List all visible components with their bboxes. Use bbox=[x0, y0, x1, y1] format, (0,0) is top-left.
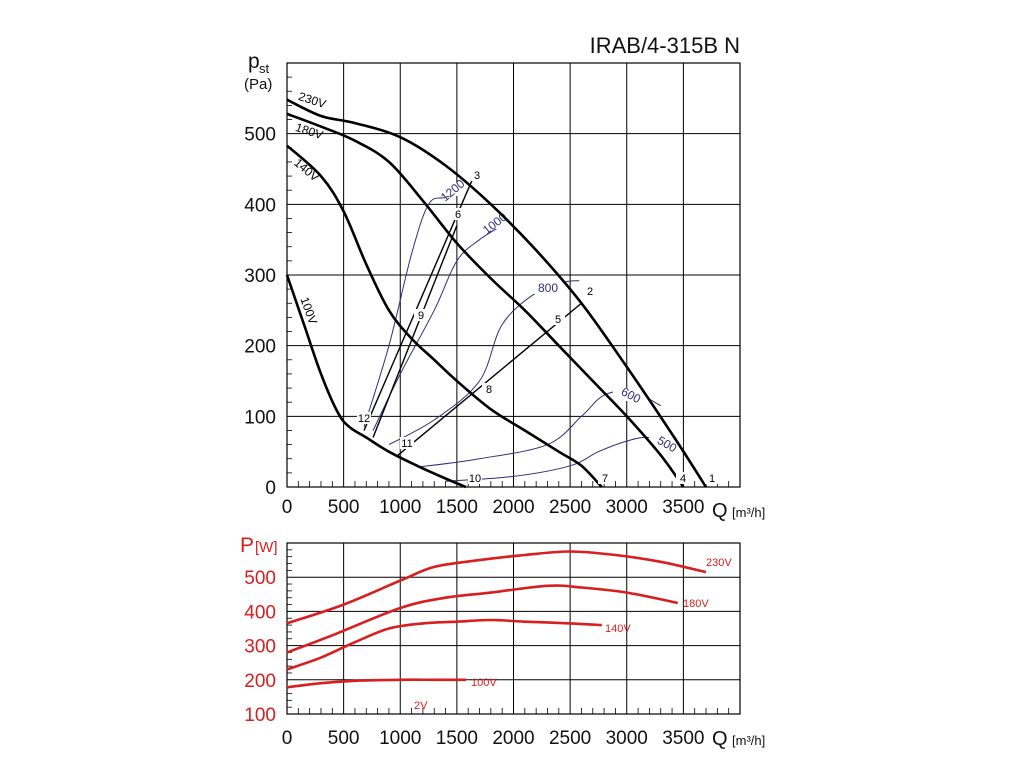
iso-line-1200 bbox=[363, 189, 469, 428]
power-label-140V: 140V bbox=[605, 623, 631, 635]
operating-line bbox=[372, 225, 458, 438]
fan-curve-100V bbox=[285, 274, 467, 489]
x-axis-label: Q bbox=[712, 500, 728, 522]
power-label-100V: 100V bbox=[471, 677, 497, 689]
power-note: 2V bbox=[414, 700, 428, 712]
point-label-bg bbox=[705, 472, 719, 484]
curve-label-140V: 140V bbox=[291, 156, 321, 185]
point-label-bg bbox=[482, 383, 496, 395]
y-tick-label: 100 bbox=[244, 407, 276, 428]
power-label-230V: 230V bbox=[706, 557, 732, 569]
x-tick-label: 1500 bbox=[436, 728, 478, 749]
y-axis-unit: (Pa) bbox=[244, 76, 272, 93]
y-axis-unit: [W] bbox=[255, 539, 278, 556]
curve-label-100V: 100V bbox=[297, 295, 320, 326]
power-label-180V: 180V bbox=[683, 598, 709, 610]
curve-label-180V: 180V bbox=[294, 120, 325, 142]
y-tick-label: 500 bbox=[244, 125, 276, 146]
x-tick-label: 3500 bbox=[662, 497, 704, 518]
point-label-bg bbox=[470, 169, 484, 181]
y-tick-label: 300 bbox=[244, 266, 276, 287]
y-axis-label: p bbox=[248, 50, 260, 73]
plot-frame bbox=[286, 542, 741, 715]
point-label-10: 10 bbox=[469, 473, 481, 485]
x-tick-label: 3000 bbox=[606, 497, 648, 518]
point-label-6: 6 bbox=[455, 209, 461, 221]
point-label-1: 1 bbox=[709, 473, 715, 485]
y-tick-label: 400 bbox=[244, 602, 276, 623]
point-label-11: 11 bbox=[401, 438, 412, 450]
x-tick-label: 0 bbox=[282, 728, 293, 749]
x-tick-label: 1000 bbox=[379, 497, 421, 518]
point-label-bg bbox=[551, 313, 565, 325]
power-curve-100V bbox=[286, 678, 466, 689]
x-tick-label: 500 bbox=[328, 497, 360, 518]
y-tick-label: 300 bbox=[244, 637, 276, 658]
x-tick-label: 1500 bbox=[436, 497, 478, 518]
x-axis-unit: [m³/h] bbox=[732, 733, 765, 748]
y-axis-label-subscript: st bbox=[259, 61, 270, 76]
point-label-bg bbox=[414, 309, 428, 321]
point-label-9: 9 bbox=[418, 310, 424, 322]
fan-curve-140V bbox=[286, 144, 603, 488]
point-label-2: 2 bbox=[587, 286, 593, 298]
fan-curve-180V bbox=[286, 112, 685, 488]
point-label-bg bbox=[357, 412, 371, 424]
x-tick-label: 500 bbox=[328, 728, 360, 749]
x-tick-label: 2500 bbox=[549, 497, 591, 518]
x-tick-label: 2500 bbox=[549, 728, 591, 749]
point-label-bg bbox=[676, 472, 690, 484]
iso-label-1000: 1000 bbox=[480, 209, 510, 237]
iso-line-600 bbox=[417, 390, 661, 468]
iso-label-bg bbox=[613, 388, 647, 401]
iso-line-1000 bbox=[372, 225, 503, 431]
x-tick-label: 0 bbox=[282, 497, 293, 518]
x-axis-label: Q bbox=[712, 728, 728, 750]
point-label-bg bbox=[598, 472, 612, 484]
y-tick-label: 200 bbox=[244, 337, 276, 358]
chart-title: IRAB/4-315B N bbox=[590, 33, 740, 58]
power-chart: 0 500 1000 1500 2000 2500 3000 3500 100 200 300 400… bbox=[240, 534, 765, 750]
x-tick-label: 3500 bbox=[662, 728, 704, 749]
point-label-4: 4 bbox=[680, 473, 686, 485]
y-axis-label: P bbox=[240, 534, 254, 557]
x-axis-unit: [m³/h] bbox=[732, 505, 765, 520]
operating-line bbox=[397, 302, 582, 456]
point-label-bg bbox=[451, 208, 465, 220]
point-label-bg bbox=[583, 285, 597, 297]
x-tick-label: 1000 bbox=[379, 728, 421, 749]
pressure-chart: 0 500 1000 1500 2000 2500 3000 3500010020030040… bbox=[244, 50, 765, 522]
x-tick-label: 2000 bbox=[492, 497, 534, 518]
iso-label-bg bbox=[437, 183, 471, 196]
point-label-12: 12 bbox=[358, 413, 370, 425]
y-tick-label: 0 bbox=[265, 478, 276, 499]
y-tick-label: 100 bbox=[244, 705, 276, 726]
fan-curve-230V bbox=[286, 98, 708, 488]
point-label-bg bbox=[400, 437, 414, 449]
iso-label-bg bbox=[649, 437, 683, 450]
power-curve-140V bbox=[286, 618, 602, 671]
power-curve-180V bbox=[286, 584, 678, 654]
iso-label-bg bbox=[531, 281, 565, 294]
power-curve-230V bbox=[286, 550, 707, 625]
x-tick-label: 2000 bbox=[492, 728, 534, 749]
point-label-bg bbox=[468, 472, 482, 484]
y-tick-label: 500 bbox=[244, 568, 276, 589]
point-label-5: 5 bbox=[555, 314, 561, 326]
point-label-7: 7 bbox=[602, 473, 608, 485]
y-tick-label: 200 bbox=[244, 671, 276, 692]
iso-label-bg bbox=[479, 216, 513, 229]
point-label-8: 8 bbox=[486, 384, 492, 396]
iso-label-800: 800 bbox=[538, 281, 558, 295]
y-tick-label: 400 bbox=[244, 195, 276, 216]
point-label-3: 3 bbox=[474, 170, 480, 182]
x-tick-label: 3000 bbox=[606, 728, 648, 749]
